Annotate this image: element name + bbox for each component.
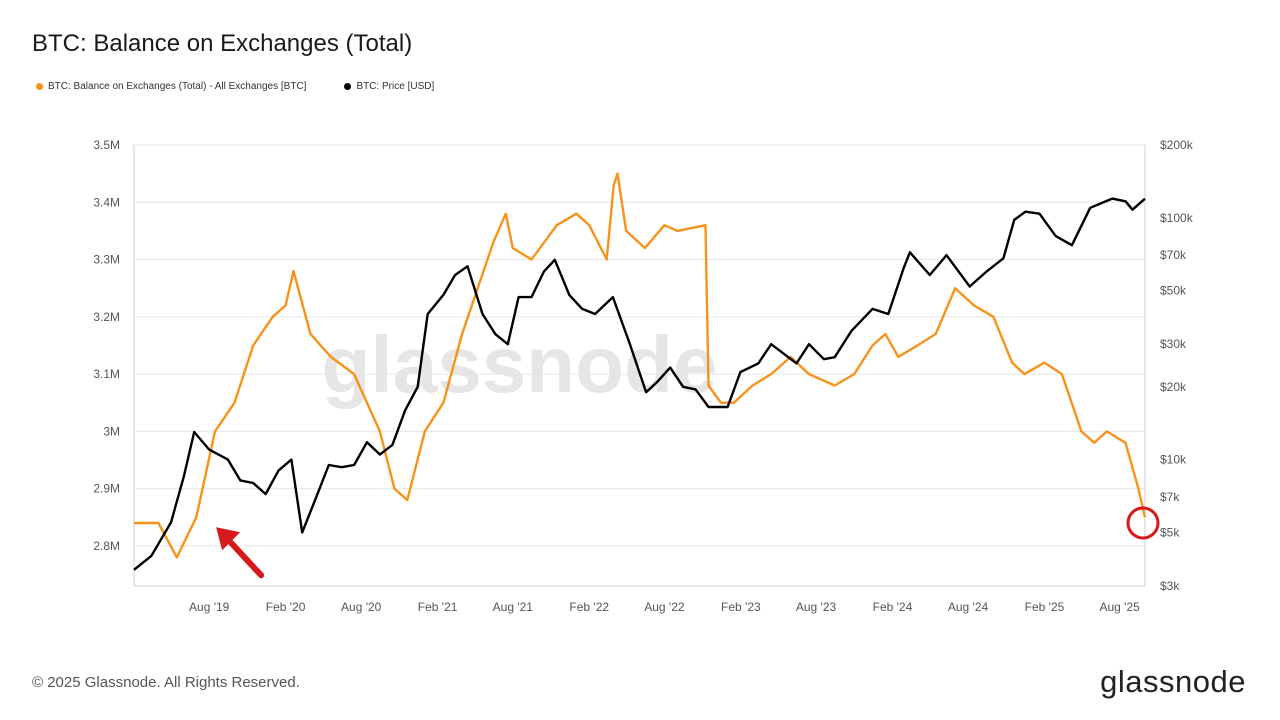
copyright-footer: © 2025 Glassnode. All Rights Reserved. [32,674,300,691]
right-axis-tick-label: $50k [1160,284,1187,298]
legend-price-dot [344,83,352,90]
x-axis-tick-label: Feb '22 [569,600,609,614]
right-axis-tick-label: $70k [1160,248,1187,262]
watermark-text: glassnode [322,320,718,409]
glassnode-logo: glassnode [1100,664,1246,699]
right-axis-tick-label: $10k [1160,453,1187,467]
x-axis-tick-label: Feb '21 [418,600,458,614]
legend-balance-label: BTC: Balance on Exchanges (Total) - All … [48,81,307,92]
left-axis-tick-label: 3.3M [93,253,120,267]
series-line-price [133,197,1146,571]
legend-price-label: BTC: Price [USD] [356,81,435,92]
x-axis-tick-label: Feb '25 [1025,600,1065,614]
chart-title: BTC: Balance on Exchanges (Total) [32,30,413,57]
x-axis-tick-label: Aug '24 [948,600,989,614]
right-axis-tick-label: $20k [1160,380,1187,394]
x-axis-tick-label: Aug '23 [796,600,837,614]
x-axis-tick-label: Feb '24 [873,600,913,614]
annotation-arrow-head [216,527,241,551]
right-axis-tick-label: $5k [1160,525,1180,539]
left-axis-tick-label: 3.5M [93,138,120,152]
right-axis-tick-label: $100k [1160,211,1194,225]
left-axis-tick-label: 3M [103,424,120,438]
chart-legend: BTC: Balance on Exchanges (Total) - All … [36,81,434,92]
x-axis-tick-label: Aug '19 [189,600,230,614]
x-axis-tick-label: Feb '23 [721,600,761,614]
x-axis-tick-label: Aug '25 [1099,600,1140,614]
left-axis-tick-label: 2.9M [93,482,120,496]
x-axis-tick-label: Feb '20 [266,600,306,614]
left-axis-tick-label: 3.4M [93,195,120,209]
x-axis-tick-label: Aug '21 [493,600,534,614]
legend-item-balance[interactable]: BTC: Balance on Exchanges (Total) - All … [36,81,306,92]
left-axis-tick-label: 2.8M [93,539,120,553]
right-axis-tick-label: $7k [1160,490,1180,504]
right-axis-tick-label: $3k [1160,579,1180,593]
left-axis-tick-label: 3.2M [93,310,120,324]
legend-item-price[interactable]: BTC: Price [USD] [344,81,434,92]
right-axis-tick-label: $200k [1160,138,1194,152]
right-axis-tick-label: $30k [1160,337,1187,351]
x-axis-tick-label: Aug '22 [644,600,685,614]
x-axis-tick-label: Aug '20 [341,600,382,614]
legend-balance-dot [36,83,43,90]
series-line-balance [134,172,1147,559]
annotation-circle [1126,506,1160,540]
left-axis-tick-label: 3.1M [93,367,120,381]
